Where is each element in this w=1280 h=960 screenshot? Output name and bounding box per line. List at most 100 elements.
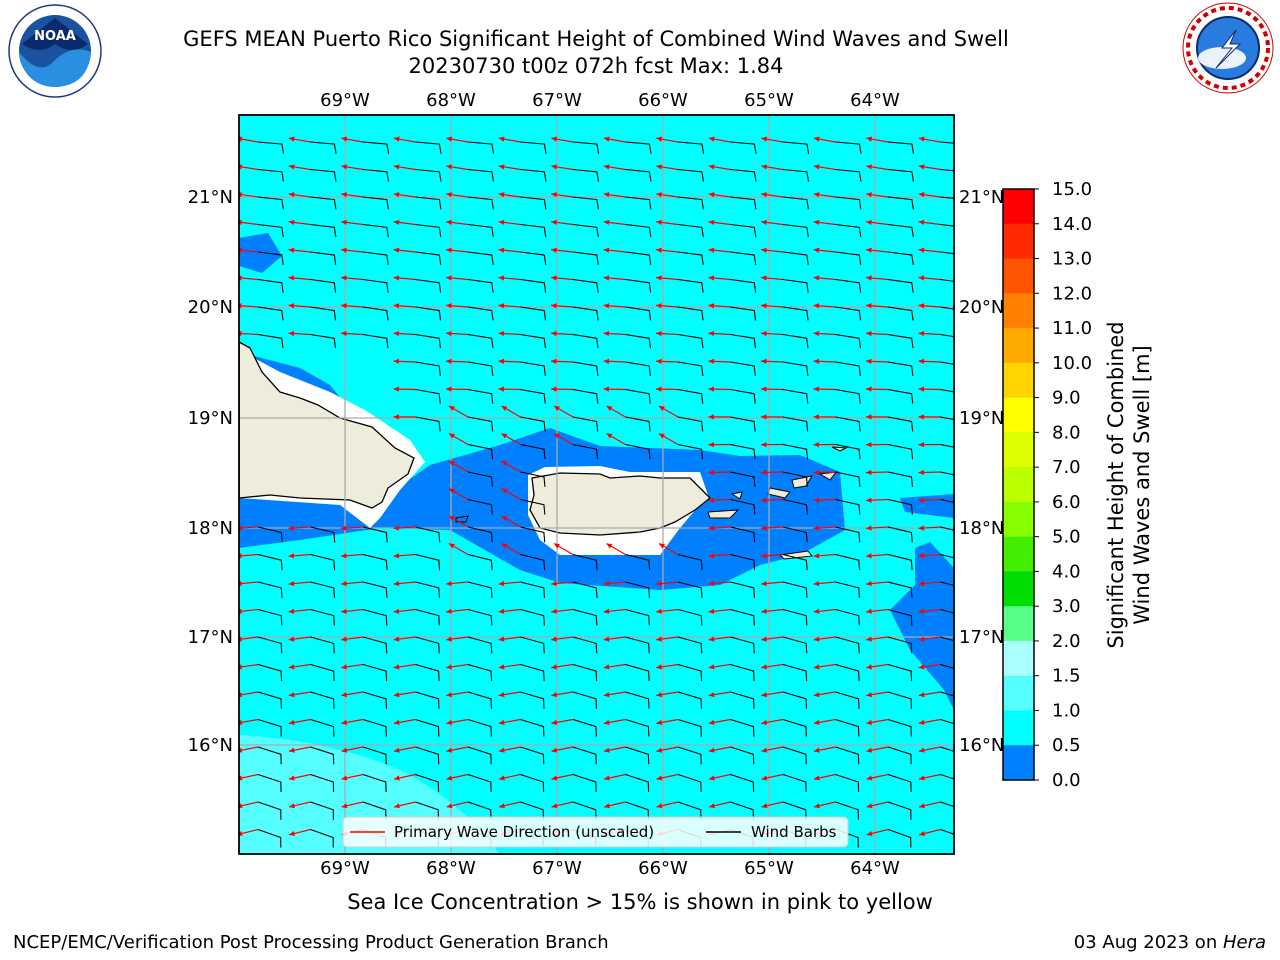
wind-barb	[467, 581, 493, 598]
wave-arrow-head	[551, 136, 558, 142]
wave-arrow-head	[603, 303, 610, 309]
wind-barb	[362, 141, 390, 154]
wave-arrow-head	[866, 164, 873, 170]
wind-barb	[257, 636, 283, 654]
wind-barb	[467, 526, 493, 543]
wind-barb	[782, 718, 807, 737]
wave-arrow-head	[501, 516, 508, 521]
colorbar: 15.0 14.0 13.0 12.0 11.0 10.0 9.0 8.0 7.0 6.0 5.0 4…	[1002, 179, 1092, 791]
wave-arrow-head	[866, 414, 872, 420]
wave-arrow-head	[501, 488, 508, 494]
wave-arrow-head	[761, 469, 767, 476]
wind-barb	[415, 416, 441, 432]
wind-barb	[572, 278, 599, 293]
wind-barb	[520, 746, 545, 765]
wave-arrow-head	[446, 747, 453, 753]
wave-arrow-head	[288, 692, 295, 698]
wave-arrow	[499, 857, 520, 863]
wave-arrow-head	[551, 192, 557, 198]
wind-barb	[257, 141, 285, 154]
wave-arrow-head	[918, 164, 925, 170]
wave-arrow-head	[446, 192, 452, 198]
wind-barb	[520, 581, 546, 598]
wind-barb	[415, 773, 440, 793]
colorbar-tick-label: 0.0	[1052, 770, 1081, 791]
wave-arrow-head	[761, 719, 768, 726]
colorbar-title: Significant Height of Combined Wind Wave…	[1104, 321, 1154, 648]
colorbar-segment	[1003, 710, 1034, 746]
wave-arrow-head	[341, 303, 347, 309]
wind-barb	[362, 553, 388, 571]
wave-arrow-head	[761, 636, 767, 642]
wind-barb	[415, 553, 441, 571]
wind-barb	[362, 168, 390, 182]
wind-barb	[467, 636, 493, 654]
wind-barb	[467, 223, 494, 238]
wind-barb	[467, 718, 492, 737]
wind-barb	[257, 773, 282, 793]
wave-arrow-head	[393, 747, 400, 753]
wind-barb	[940, 333, 954, 338]
lon-label: 67°W	[532, 90, 582, 111]
st-croix-land	[778, 550, 813, 560]
wind-barb	[310, 608, 335, 626]
wave-arrow-head	[341, 664, 347, 670]
wind-barb	[677, 773, 702, 793]
wind-barb	[520, 306, 547, 321]
wind-barb	[835, 443, 861, 460]
wind-barb	[362, 691, 388, 709]
wave-arrow-head	[341, 136, 348, 142]
wave-arrow-head	[446, 636, 452, 642]
wave-arrow-head	[288, 553, 295, 559]
wave-arrow-head	[341, 330, 347, 337]
wind-barb	[782, 416, 809, 432]
wind-barb	[467, 141, 495, 154]
wave-arrow-head	[446, 608, 452, 614]
wave-arrow-head	[866, 192, 872, 198]
wave-arrow-head	[866, 580, 872, 587]
wind-barb	[467, 168, 495, 182]
wind-barb	[835, 608, 860, 626]
wave-arrow-head	[813, 747, 820, 753]
wave-arrow-head	[288, 608, 295, 614]
wave-arrow-head	[761, 414, 767, 420]
wind-barb	[835, 471, 861, 487]
wind-barb	[572, 691, 598, 709]
wind-barb	[625, 801, 650, 820]
colorbar-title-line2: Wind Waves and Swell [m]	[1130, 345, 1154, 625]
wave-arrow-head	[498, 330, 505, 337]
wind-barb	[835, 141, 862, 154]
lon-label: 66°W	[638, 858, 688, 879]
wave-arrow-head	[761, 775, 768, 781]
wind-barb	[887, 718, 912, 737]
wind-barb	[887, 251, 914, 265]
colorbar-tick-label: 10.0	[1052, 353, 1092, 374]
wind-barb	[310, 141, 337, 154]
wave-arrow-head	[656, 775, 663, 781]
wind-barb	[730, 608, 755, 626]
chart-subtitle: 20230730 t00z 072h fcst Max: 1.84	[408, 54, 784, 78]
wind-barb	[467, 608, 493, 626]
wave-arrow-head	[448, 543, 455, 549]
wind-barb	[415, 168, 442, 182]
wave-arrow	[604, 857, 625, 863]
wind-barb	[467, 361, 494, 376]
lat-label: 20°N	[959, 297, 1004, 318]
wave-arrow-head	[603, 247, 610, 253]
wind-barb	[782, 443, 809, 460]
wind-barb	[362, 608, 388, 626]
colorbar-tick-label: 12.0	[1052, 283, 1092, 304]
wind-barb	[362, 333, 389, 349]
wind-barb	[940, 691, 954, 697]
colorbar-segment	[1003, 223, 1034, 260]
wind-barb	[467, 773, 492, 793]
wave-arrow-head	[656, 219, 662, 226]
wave-arrow-head	[606, 543, 613, 549]
wave-arrow-head	[708, 358, 715, 364]
wave-arrow-head	[813, 386, 819, 392]
wave-arrow-head	[551, 303, 557, 309]
wave-arrow-head	[603, 719, 610, 726]
wave-arrow-head	[603, 775, 610, 781]
wind-barb	[415, 223, 442, 238]
wind-barb	[625, 553, 651, 571]
